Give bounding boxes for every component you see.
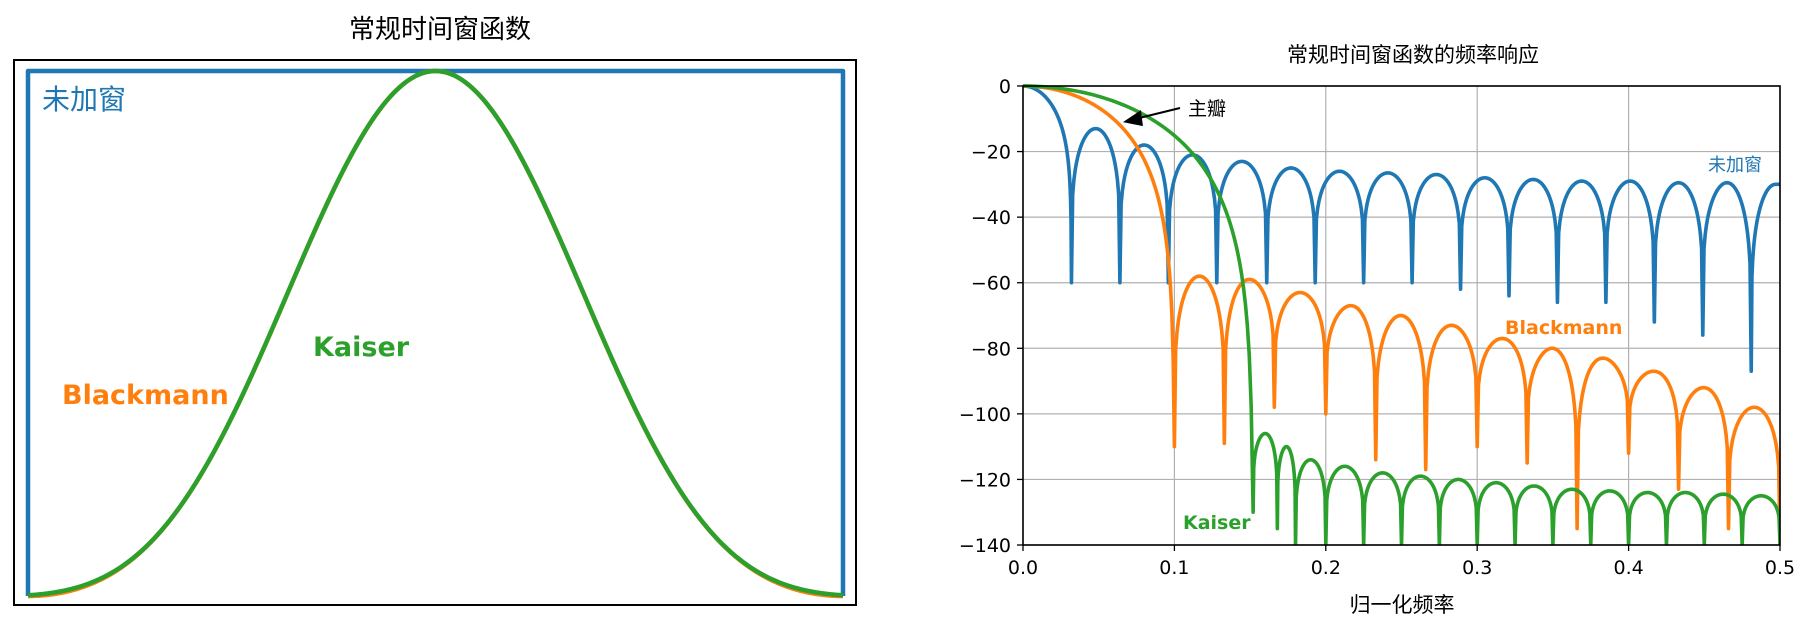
right-axis-ticks: 0.0 0.1 0.2 0.3 0.4 0.5 0 −20 −40 −60 −80 −100 −120 −… <box>959 76 1795 579</box>
left-label-kaiser: Kaiser <box>313 332 410 363</box>
mainlobe-label: 主瓣 <box>1188 98 1226 120</box>
x-tick-label: 0.0 <box>1008 557 1038 579</box>
mainlobe-annotation: 主瓣 <box>1122 98 1226 127</box>
x-tick-label: 0.5 <box>1765 557 1795 579</box>
left-label-no-window: 未加窗 <box>42 83 126 116</box>
x-tick-label: 0.2 <box>1311 557 1341 579</box>
y-tick-label: −100 <box>959 404 1011 426</box>
frequency-response-chart: 常规时间窗函数的频率响应 0.0 0.1 0.2 0.3 0.4 0.5 0 −20 −40 −6… <box>959 43 1795 617</box>
right-series-blackmann <box>1023 84 1780 545</box>
right-series-group <box>1023 84 1780 545</box>
x-tick-label: 0.1 <box>1159 557 1189 579</box>
time-window-chart: 常规时间窗函数 未加窗 Blackmann Kaiser <box>13 15 857 606</box>
y-tick-label: −120 <box>959 469 1011 491</box>
right-plot-frame <box>1022 85 1781 546</box>
right-chart-title: 常规时间窗函数的频率响应 <box>1287 43 1539 67</box>
right-x-axis-label: 归一化频率 <box>1350 593 1455 617</box>
left-series-blackman <box>27 68 844 599</box>
x-tick-label: 0.3 <box>1462 557 1492 579</box>
right-label-blackmann: Blackmann <box>1505 317 1622 339</box>
left-series-rectangular <box>25 68 846 596</box>
left-series-kaiser <box>27 68 844 598</box>
y-tick-label: −20 <box>971 142 1011 164</box>
right-series-未加窗 <box>1023 84 1780 373</box>
mainlobe-arrow-line <box>1136 107 1181 120</box>
y-tick-label: −80 <box>971 338 1011 360</box>
left-chart-title: 常规时间窗函数 <box>349 15 531 45</box>
y-tick-label: −40 <box>971 207 1011 229</box>
y-tick-label: 0 <box>999 76 1011 98</box>
right-label-no-window: 未加窗 <box>1708 155 1762 176</box>
right-label-kaiser: Kaiser <box>1183 512 1251 534</box>
left-series-group <box>25 68 846 599</box>
y-tick-label: −140 <box>959 535 1011 557</box>
mainlobe-arrow-head <box>1122 110 1143 127</box>
x-tick-label: 0.4 <box>1613 557 1643 579</box>
left-plot-frame <box>13 59 857 606</box>
y-tick-label: −60 <box>971 273 1011 295</box>
left-label-blackmann: Blackmann <box>62 380 229 411</box>
